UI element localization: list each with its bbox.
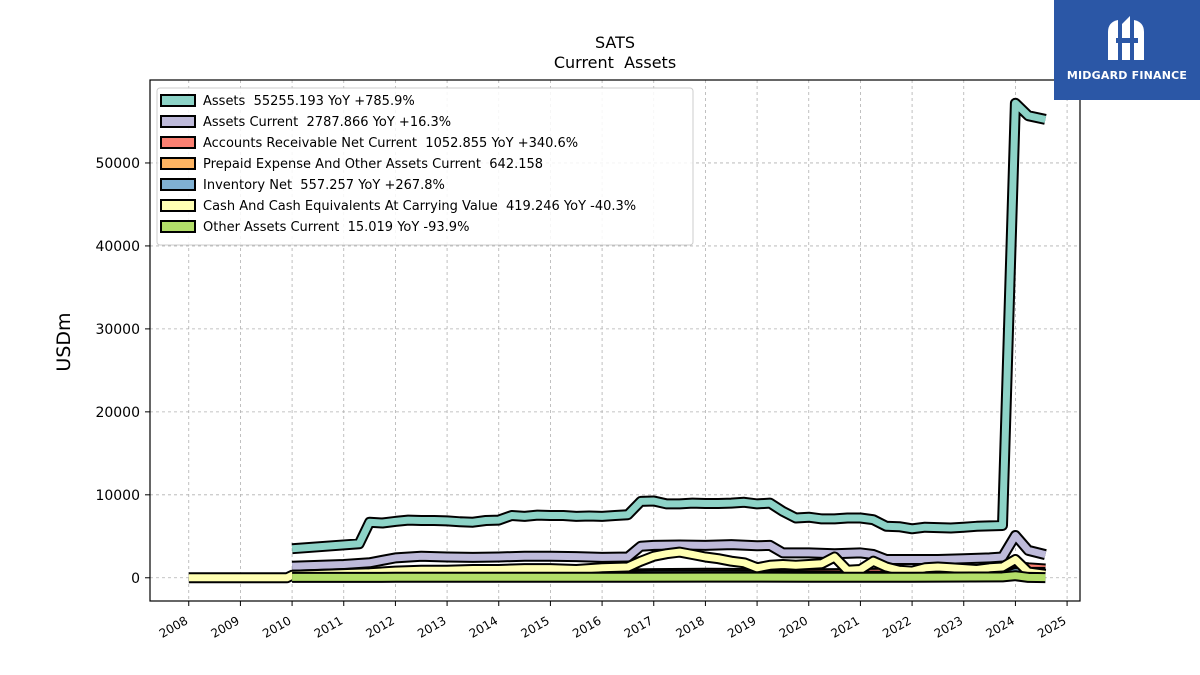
x-tick-label: 2023 (932, 613, 965, 640)
x-tick-label: 2025 (1035, 613, 1068, 640)
x-tick-label: 2022 (880, 613, 913, 640)
x-tick-label: 2012 (363, 613, 396, 640)
legend-swatch (160, 178, 196, 191)
legend-swatch (160, 94, 196, 107)
x-tick-label: 2009 (208, 613, 241, 640)
y-axis-label: USDm (53, 312, 75, 371)
legend-swatch (160, 220, 196, 233)
legend-item[interactable]: Assets 55255.193 YoY +785.9% (160, 94, 415, 109)
midgard-logo-icon (1108, 16, 1144, 60)
legend-item[interactable]: Inventory Net 557.257 YoY +267.8% (160, 178, 445, 193)
series-line (188, 548, 1046, 582)
series-0 (291, 97, 1047, 555)
x-tick-label: 2013 (415, 613, 448, 640)
x-tick-label: 2020 (777, 613, 810, 640)
x-tick-label: 2015 (518, 613, 551, 640)
x-tick-label: 2011 (312, 613, 345, 640)
series-layer (188, 97, 1047, 584)
legend-label: Prepaid Expense And Other Assets Current… (203, 157, 543, 172)
legend-item[interactable]: Assets Current 2787.866 YoY +16.3% (160, 115, 451, 130)
legend-label: Other Assets Current 15.019 YoY -93.9% (203, 220, 469, 235)
legend-item[interactable]: Accounts Receivable Net Current 1052.855… (160, 136, 578, 151)
legend-box (156, 87, 694, 246)
x-tick-label: 2024 (983, 613, 1016, 640)
legend-label: Assets 55255.193 YoY +785.9% (203, 94, 415, 109)
legend-item[interactable]: Other Assets Current 15.019 YoY -93.9% (160, 220, 469, 235)
y-tick-label: 40000 (95, 239, 140, 255)
logo-text: MIDGARD FINANCE (1066, 69, 1188, 82)
x-tick-label: 2016 (570, 613, 603, 640)
series-line (291, 532, 1047, 570)
series-1 (291, 530, 1047, 572)
legend-label: Accounts Receivable Net Current 1052.855… (203, 136, 578, 151)
legend-swatch (160, 136, 196, 149)
y-tick-label: 20000 (95, 405, 140, 421)
x-tick-label: 2018 (673, 613, 706, 640)
legend-swatch (160, 199, 196, 212)
legend[interactable]: Assets 55255.193 YoY +785.9% Assets Curre… (156, 87, 694, 246)
x-tick-label: 2019 (725, 613, 758, 640)
series-5 (188, 546, 1047, 584)
y-tick-label: 50000 (95, 156, 140, 172)
series-6 (292, 570, 1046, 584)
legend-label: Assets Current 2787.866 YoY +16.3% (203, 115, 451, 130)
y-tick-label: 10000 (95, 488, 140, 504)
series-line (291, 99, 1047, 553)
midgard-finance-logo: MIDGARD FINANCE (1054, 0, 1200, 100)
legend-swatch (160, 115, 196, 128)
legend-item[interactable]: Cash And Cash Equivalents At Carrying Va… (160, 199, 636, 214)
x-tick-label: 2014 (467, 613, 500, 640)
legend-label: Cash And Cash Equivalents At Carrying Va… (203, 199, 636, 214)
legend-label: Inventory Net 557.257 YoY +267.8% (203, 178, 445, 193)
series-line (292, 572, 1046, 582)
chart-subtitle: Current Assets (554, 53, 676, 72)
x-tick-label: 2021 (828, 613, 861, 640)
x-tick-label: 2008 (157, 613, 190, 640)
x-tick-label: 2017 (622, 613, 655, 640)
y-tick-label: 30000 (95, 322, 140, 338)
y-tick-label: 0 (131, 571, 140, 587)
chart-title: SATS (595, 33, 635, 52)
x-tick-label: 2010 (260, 613, 293, 640)
plot-frame (149, 79, 1081, 602)
legend-item[interactable]: Prepaid Expense And Other Assets Current… (160, 157, 543, 172)
legend-swatch (160, 157, 196, 170)
